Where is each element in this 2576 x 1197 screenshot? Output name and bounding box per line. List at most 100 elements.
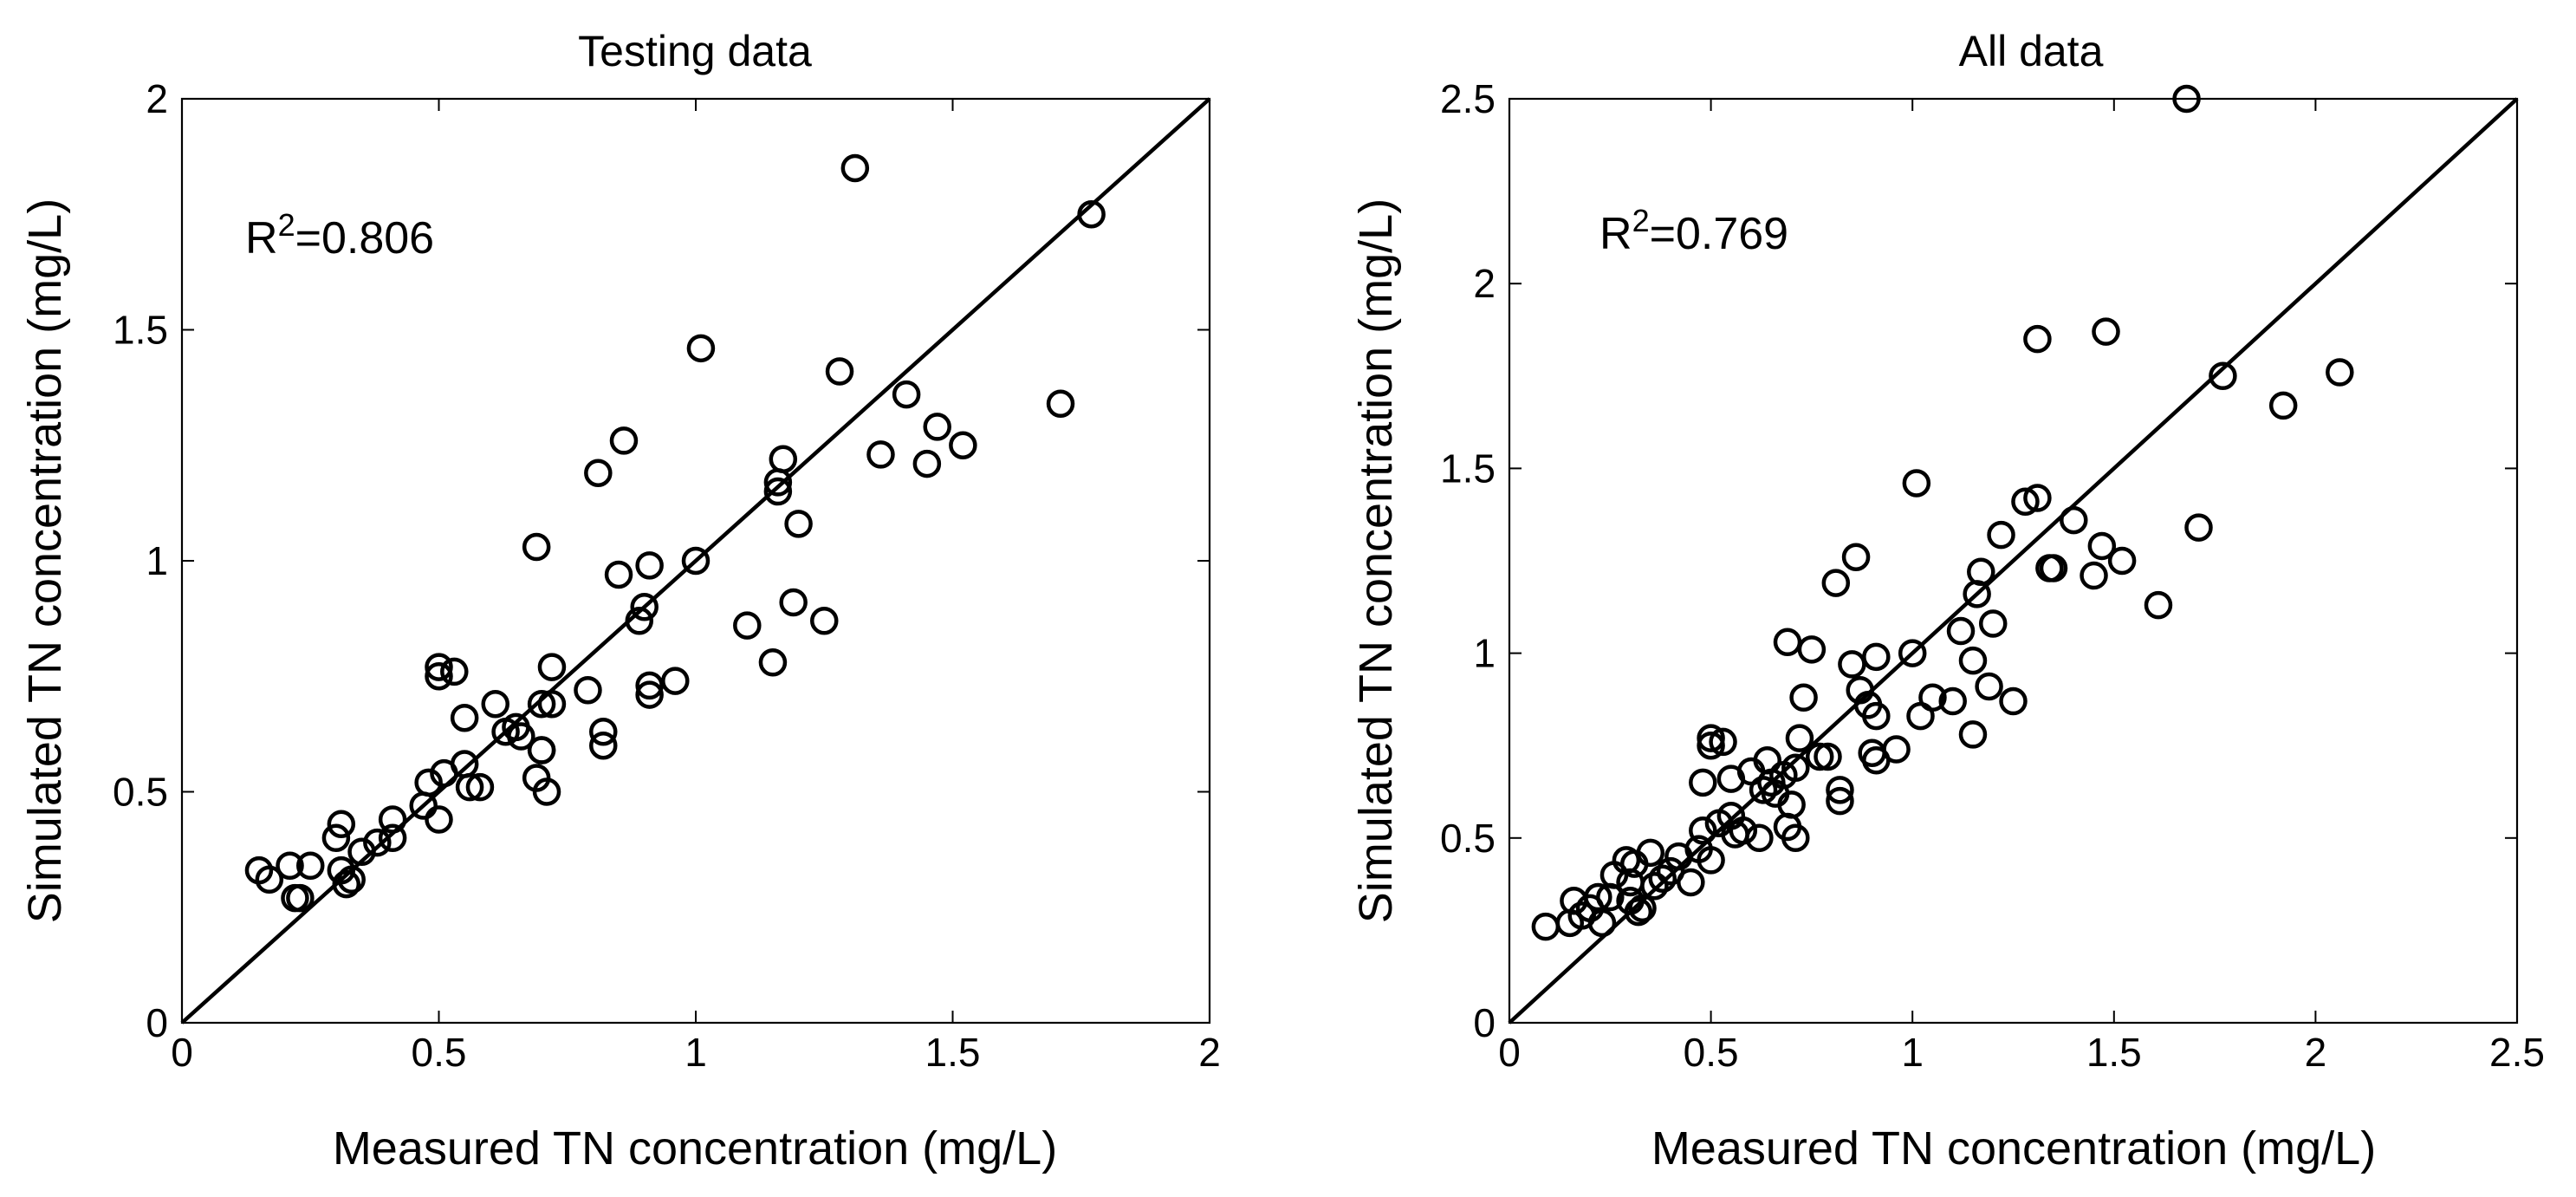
y-axis-label: Simulated TN concentration (mg/L) <box>1350 198 1402 923</box>
x-axis-label: Measured TN concentration (mg/L) <box>333 1122 1057 1174</box>
data-point <box>527 689 556 719</box>
data-point <box>758 648 788 677</box>
y-tick-label: 0 <box>1473 1000 1496 1045</box>
data-point <box>1789 683 1818 712</box>
data-point <box>1841 543 1871 571</box>
data-point <box>1773 628 1802 657</box>
data-point <box>912 449 942 478</box>
data-point <box>923 413 951 441</box>
data-point <box>1587 908 1617 938</box>
data-point <box>2184 513 2213 542</box>
data-point <box>574 675 602 705</box>
data-point <box>255 865 284 894</box>
data-point <box>276 851 304 881</box>
x-tick-label: 1 <box>1901 1030 1924 1075</box>
data-point <box>1697 724 1725 752</box>
data-point <box>363 828 392 857</box>
data-point <box>2080 561 2108 590</box>
data-point <box>507 722 535 751</box>
data-point <box>733 611 762 640</box>
r-squared-value: =0.806 <box>295 213 435 263</box>
x-ticks: 0 0.5 1 1.5 2 2.5 <box>1498 99 2545 1075</box>
data-point <box>763 477 793 506</box>
data-point <box>635 680 664 709</box>
x-tick-label: 0.5 <box>1684 1030 1739 1075</box>
data-point <box>589 731 618 760</box>
data-point <box>1862 642 1891 672</box>
r-squared-label: R <box>1599 209 1632 259</box>
data-point <box>1882 735 1911 764</box>
data-point <box>1975 672 2003 701</box>
data-point <box>1046 389 1075 419</box>
data-point <box>1797 635 1827 664</box>
data-point <box>1805 742 1834 771</box>
data-point <box>1987 520 2015 550</box>
data-point <box>2144 590 2173 620</box>
data-point <box>1745 823 1774 853</box>
data-point <box>1640 871 1669 901</box>
data-point <box>1838 650 1866 679</box>
data-point <box>625 607 654 635</box>
y-tick-label: 1.5 <box>1440 446 1496 491</box>
all-data-chart: All data 0 0.5 1 1.5 2 2.5 00.511.522.5 R2=0.… <box>1350 27 2545 1174</box>
y-ticks: 0 0.5 1 1.5 2 <box>113 76 1210 1045</box>
data-point <box>2268 391 2298 420</box>
data-point <box>681 546 711 576</box>
data-point <box>1846 675 1874 705</box>
data-point <box>1648 864 1677 893</box>
data-point <box>327 810 356 839</box>
data-point <box>2092 317 2120 346</box>
y-tick-label: 2 <box>1473 261 1496 306</box>
x-tick-label: 2.5 <box>2489 1030 2545 1075</box>
y-tick-label: 0 <box>146 1000 168 1045</box>
data-point <box>2107 546 2137 576</box>
x-tick-label: 1 <box>685 1030 707 1075</box>
data-point <box>1946 616 1976 646</box>
data-point <box>1918 683 1947 712</box>
data-point <box>1781 753 1810 783</box>
data-point <box>1938 686 1967 716</box>
data-point <box>1814 742 1842 771</box>
data-point <box>1689 816 1717 845</box>
data-point <box>2172 84 2201 114</box>
data-point <box>450 750 479 778</box>
data-point <box>527 736 556 764</box>
data-point <box>1636 838 1665 868</box>
plot-frame <box>1508 97 2519 1025</box>
y-ticks: 0 0.5 1 1.5 2 2.5 <box>1440 76 2517 1045</box>
data-point <box>635 551 664 580</box>
data-point <box>414 768 443 797</box>
data-point <box>949 431 977 459</box>
x-tick-label: 1.5 <box>2086 1030 2142 1075</box>
data-point <box>589 717 618 746</box>
data-point <box>2060 505 2088 535</box>
r-squared-annotation: R2=0.806 <box>245 207 434 263</box>
data-point <box>440 657 469 686</box>
data-point <box>630 593 659 621</box>
data-point <box>1628 894 1657 923</box>
data-point <box>1729 816 1758 845</box>
data-point <box>584 459 613 487</box>
data-point <box>1689 768 1717 797</box>
r-squared-superscript: 2 <box>1632 203 1650 238</box>
data-point <box>1077 200 1106 229</box>
testing-data-chart: Testing data 0 0.5 1 1.5 2 00.511.52 R2=0.80… <box>19 27 1221 1174</box>
x-tick-label: 1.5 <box>925 1030 981 1075</box>
data-point <box>635 671 664 700</box>
data-point <box>1709 727 1737 757</box>
x-tick-label: 0 <box>1498 1030 1521 1075</box>
chart-title: All data <box>1959 27 2104 75</box>
data-point <box>779 588 808 617</box>
data-point <box>425 653 453 681</box>
y-tick-label: 1 <box>146 538 168 583</box>
data-point <box>465 772 495 802</box>
x-tick-label: 2 <box>1198 1030 1221 1075</box>
data-point <box>810 607 839 635</box>
data-point <box>332 869 361 899</box>
r-squared-superscript: 2 <box>278 207 295 243</box>
x-ticks: 0 0.5 1 1.5 2 <box>171 99 1221 1075</box>
data-point <box>296 851 325 881</box>
data-point <box>2039 554 2068 582</box>
data-point <box>840 153 870 183</box>
